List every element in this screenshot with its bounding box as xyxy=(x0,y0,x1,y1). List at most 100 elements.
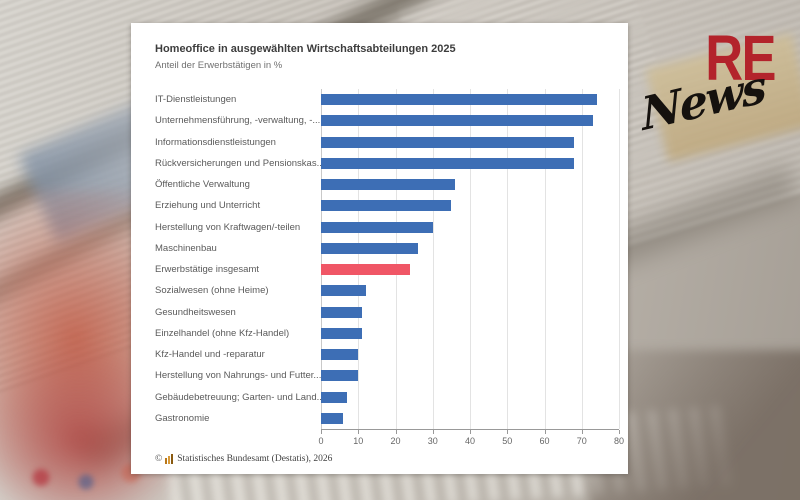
renews-logo-news: News xyxy=(639,59,767,142)
bar xyxy=(321,179,456,191)
destatis-bar-chart-icon xyxy=(165,454,174,464)
chart-card: Homeoffice in ausgewählten Wirtschaftsab… xyxy=(131,23,628,474)
bar-track xyxy=(321,157,619,169)
bar-track xyxy=(321,370,619,382)
bar-row: Gesundheitswesen xyxy=(155,302,619,323)
bar-track xyxy=(321,349,619,361)
category-label: Öffentliche Verwaltung xyxy=(155,179,250,191)
bar-track xyxy=(321,242,619,254)
bar xyxy=(321,136,575,148)
bar-track xyxy=(321,179,619,191)
bar xyxy=(321,200,452,212)
bar-row: Gebäudebetreuung; Garten- und Land... xyxy=(155,387,619,408)
gridline xyxy=(581,89,583,429)
axis-tick xyxy=(581,430,583,434)
chart-rows: IT-Dienstleistungen Unternehmensführung, … xyxy=(155,89,619,429)
source-text: Statistisches Bundesamt (Destatis), 2026 xyxy=(177,454,333,464)
bar-row: Herstellung von Nahrungs- und Futter... xyxy=(155,365,619,386)
gridline xyxy=(395,89,397,429)
bar-row: Herstellung von Kraftwagen/-teilen xyxy=(155,217,619,238)
category-label: Erwerbstätige insgesamt xyxy=(155,264,260,276)
bar-row: Rückversicherungen und Pensionskas... xyxy=(155,153,619,174)
gridline xyxy=(358,89,360,429)
axis-tick xyxy=(619,430,620,434)
category-label: Rückversicherungen und Pensionskas... xyxy=(155,157,321,169)
bar-row: Einzelhandel (ohne Kfz-Handel) xyxy=(155,323,619,344)
bar-row: Erziehung und Unterricht xyxy=(155,195,619,216)
bar-row: Kfz-Handel und -reparatur xyxy=(155,344,619,365)
renews-logo-re: RE xyxy=(705,22,776,94)
category-label: Gesundheitswesen xyxy=(155,306,236,318)
axis-tick xyxy=(470,430,471,434)
gridline xyxy=(432,89,434,429)
bar xyxy=(321,157,575,169)
category-label: Gastronomie xyxy=(155,412,210,424)
bar-track xyxy=(321,264,619,276)
bar xyxy=(321,285,366,297)
bar-row: Gastronomie xyxy=(155,408,619,429)
axis-tick-label: 70 xyxy=(576,436,587,446)
axis-tick-label: 30 xyxy=(427,436,438,446)
category-label: Herstellung von Nahrungs- und Futter... xyxy=(155,370,321,382)
gridline xyxy=(544,89,546,429)
bar-row: Erwerbstätige insgesamt xyxy=(155,259,619,280)
chart-gridlines xyxy=(321,89,620,429)
category-label: Kfz-Handel und -reparatur xyxy=(155,349,265,361)
axis-tick-label: 0 xyxy=(318,436,324,446)
source-line: © Statistisches Bundesamt (Destatis), 20… xyxy=(155,454,332,464)
bar-track xyxy=(321,200,619,212)
axis-tick xyxy=(432,430,434,434)
category-label: Unternehmensführung, -verwaltung, -... xyxy=(155,115,321,127)
axis-tick-label: 50 xyxy=(502,436,513,446)
bar-track xyxy=(321,136,619,148)
bar xyxy=(321,94,597,106)
bar-track xyxy=(321,327,619,339)
bar-track xyxy=(321,115,619,127)
axis-tick xyxy=(395,430,397,434)
bar xyxy=(321,264,411,276)
axis-tick xyxy=(544,430,546,434)
bar-row: Maschinenbau xyxy=(155,238,619,259)
gridline xyxy=(507,89,509,429)
category-label: IT-Dienstleistungen xyxy=(155,94,237,106)
category-label: Gebäudebetreuung; Garten- und Land... xyxy=(155,391,321,403)
category-label: Informationsdienstleistungen xyxy=(155,136,276,148)
copyright-symbol: © xyxy=(155,454,163,464)
axis-tick-label: 40 xyxy=(464,436,476,446)
axis-tick-label: 20 xyxy=(390,436,401,446)
gridline xyxy=(321,89,322,429)
bar-row: Sozialwesen (ohne Heime) xyxy=(155,280,619,301)
bar-row: Unternehmensführung, -verwaltung, -... xyxy=(155,110,619,131)
bar-track xyxy=(321,391,619,403)
bar-row: Informationsdienstleistungen xyxy=(155,132,619,153)
bar xyxy=(321,242,418,254)
bar xyxy=(321,115,593,127)
bar xyxy=(321,306,362,318)
category-label: Einzelhandel (ohne Kfz-Handel) xyxy=(155,327,290,339)
bar xyxy=(321,221,433,233)
axis-tick-label: 80 xyxy=(613,436,625,446)
axis-tick xyxy=(358,430,360,434)
bar-row: IT-Dienstleistungen xyxy=(155,89,619,110)
axis-tick xyxy=(507,430,509,434)
category-label: Maschinenbau xyxy=(155,242,217,254)
bar-track xyxy=(321,94,619,106)
bar xyxy=(321,327,362,339)
category-label: Sozialwesen (ohne Heime) xyxy=(155,285,269,297)
bar xyxy=(321,370,359,382)
renews-logo: RE News xyxy=(625,22,800,145)
axis-tick-label: 10 xyxy=(353,436,364,446)
chart-title: Homeoffice in ausgewählten Wirtschaftsab… xyxy=(155,43,456,55)
axis-tick-label: 60 xyxy=(539,436,550,446)
bar xyxy=(321,349,359,361)
bar-chart: IT-Dienstleistungen Unternehmensführung, … xyxy=(155,89,620,429)
bar-track xyxy=(321,285,619,297)
category-label: Erziehung und Unterricht xyxy=(155,200,261,212)
chart-subtitle: Anteil der Erwerbstätigen in % xyxy=(155,60,283,71)
gridline xyxy=(470,89,471,429)
category-label: Herstellung von Kraftwagen/-teilen xyxy=(155,221,301,233)
bar xyxy=(321,391,348,403)
bar-row: Öffentliche Verwaltung xyxy=(155,174,619,195)
bar xyxy=(321,412,344,424)
gridline xyxy=(619,89,620,429)
